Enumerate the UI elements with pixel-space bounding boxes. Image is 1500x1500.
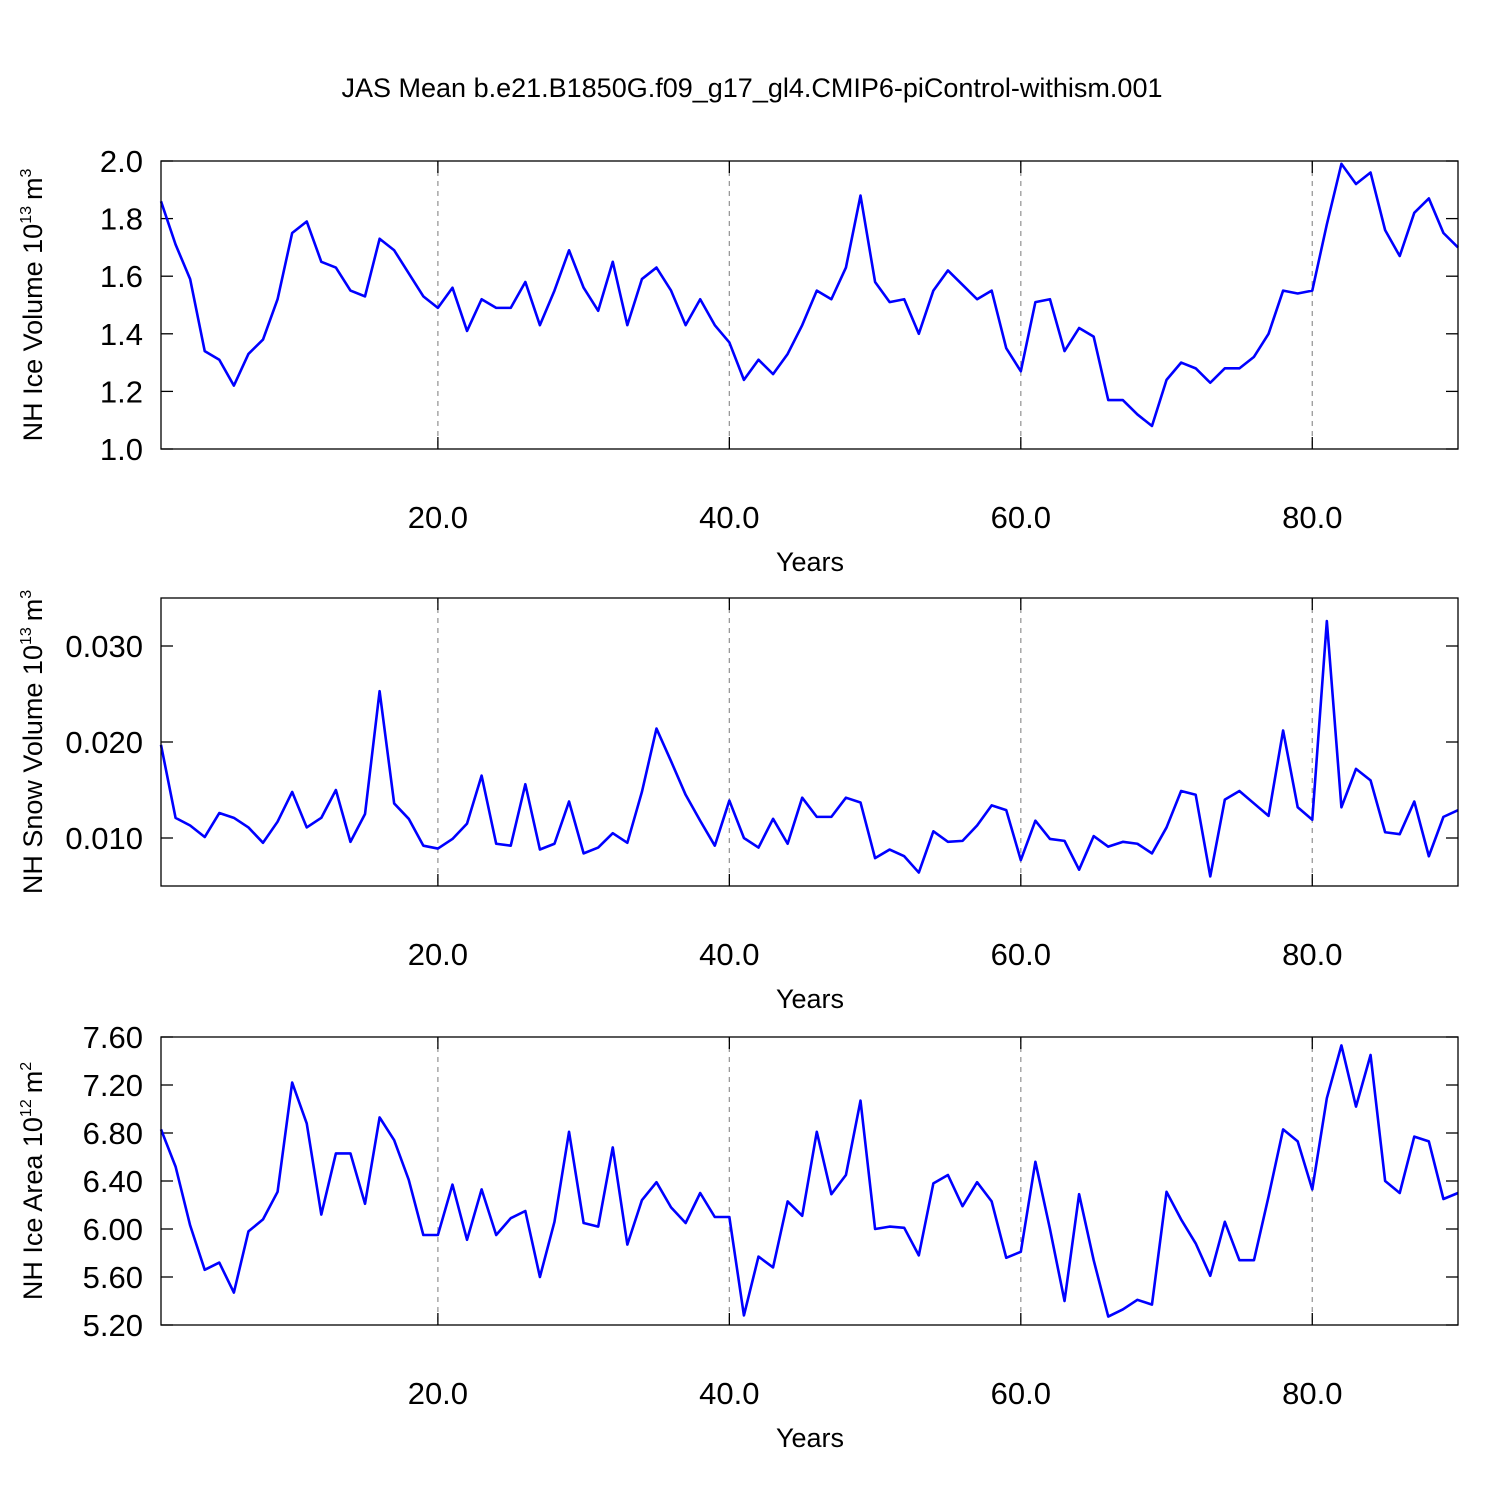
data-line xyxy=(159,619,1459,878)
y-tick-label: 6.00 xyxy=(83,1212,143,1247)
chart-title: JAS Mean b.e21.B1850G.f09_g17_gl4.CMIP6-… xyxy=(342,73,1163,103)
x-tick-label: 60.0 xyxy=(991,937,1051,972)
y-axis-label-group: NH Snow Volume 1013 m3 xyxy=(18,590,48,894)
x-tick-label: 80.0 xyxy=(1282,937,1342,972)
x-axis-label: Years xyxy=(776,984,844,1014)
x-tick-label: 20.0 xyxy=(408,1376,468,1411)
x-tick-label: 20.0 xyxy=(408,937,468,972)
y-axis-label: NH Ice Area 1012 m2 xyxy=(18,1062,48,1300)
y-axis-label-unit-exponent: 2 xyxy=(18,1062,35,1071)
x-tick-label: 80.0 xyxy=(1282,500,1342,535)
y-axis-label-text: NH Ice Area 10 xyxy=(18,1117,48,1300)
y-tick-label: 0.010 xyxy=(65,821,143,856)
x-tick-label: 20.0 xyxy=(408,500,468,535)
panel: 20.0 40.0 60.0 80.0 0.010 0.020 0.030 Years NH S… xyxy=(18,590,1459,1014)
x-tick-label: 80.0 xyxy=(1282,1376,1342,1411)
y-tick-label: 5.20 xyxy=(83,1308,143,1343)
y-axis-label-group: NH Ice Volume 1013 m3 xyxy=(18,169,48,442)
x-tick-label: 60.0 xyxy=(991,500,1051,535)
y-axis-label-exponent: 12 xyxy=(18,1099,35,1117)
y-axis-label: NH Snow Volume 1013 m3 xyxy=(18,590,48,894)
data-line xyxy=(159,1044,1459,1318)
y-axis-label-text: NH Snow Volume 10 xyxy=(18,645,48,894)
panel: 20.0 40.0 60.0 80.0 1.0 1.2 1.4 1.6 1.8 2.0 Years N… xyxy=(18,144,1459,577)
y-tick-label: 0.020 xyxy=(65,725,143,760)
plot-frame xyxy=(160,160,1459,450)
y-tick-label: 7.60 xyxy=(83,1020,143,1055)
y-tick-label: 2.0 xyxy=(100,144,143,179)
y-tick-label: 6.80 xyxy=(83,1116,143,1151)
y-tick-label: 6.40 xyxy=(83,1164,143,1199)
y-axis-label: NH Ice Volume 1013 m3 xyxy=(18,169,48,442)
x-tick-label: 60.0 xyxy=(991,1376,1051,1411)
y-tick-label: 1.4 xyxy=(100,317,143,352)
y-tick-label: 1.0 xyxy=(100,432,143,467)
y-axis-label-text: NH Ice Volume 10 xyxy=(18,224,48,442)
x-axis-label: Years xyxy=(776,1423,844,1453)
plot-frame xyxy=(160,597,1459,887)
y-axis-label-unit-exponent: 3 xyxy=(18,590,35,599)
y-axis-label-group: NH Ice Area 1012 m2 xyxy=(18,1062,48,1300)
y-tick-label: 0.030 xyxy=(65,629,143,664)
y-tick-label: 1.2 xyxy=(100,374,143,409)
y-axis-label-unit-exponent: 3 xyxy=(18,169,35,178)
y-axis-label-unit: m xyxy=(18,1071,48,1094)
y-tick-label: 1.6 xyxy=(100,259,143,294)
y-axis-label-exponent: 13 xyxy=(18,627,35,645)
y-axis-label-unit: m xyxy=(18,599,48,622)
y-axis-label-unit: m xyxy=(18,178,48,201)
y-tick-label: 7.20 xyxy=(83,1068,143,1103)
panel: 20.0 40.0 60.0 80.0 5.20 5.60 6.00 6.40 6.80 7.20… xyxy=(18,1020,1459,1453)
x-tick-label: 40.0 xyxy=(699,937,759,972)
data-line xyxy=(159,162,1459,428)
x-tick-label: 40.0 xyxy=(699,1376,759,1411)
y-axis-label-exponent: 13 xyxy=(18,206,35,224)
y-tick-label: 5.60 xyxy=(83,1260,143,1295)
x-axis-label: Years xyxy=(776,547,844,577)
plot-frame xyxy=(160,1036,1459,1326)
x-tick-label: 40.0 xyxy=(699,500,759,535)
y-tick-label: 1.8 xyxy=(100,202,143,237)
